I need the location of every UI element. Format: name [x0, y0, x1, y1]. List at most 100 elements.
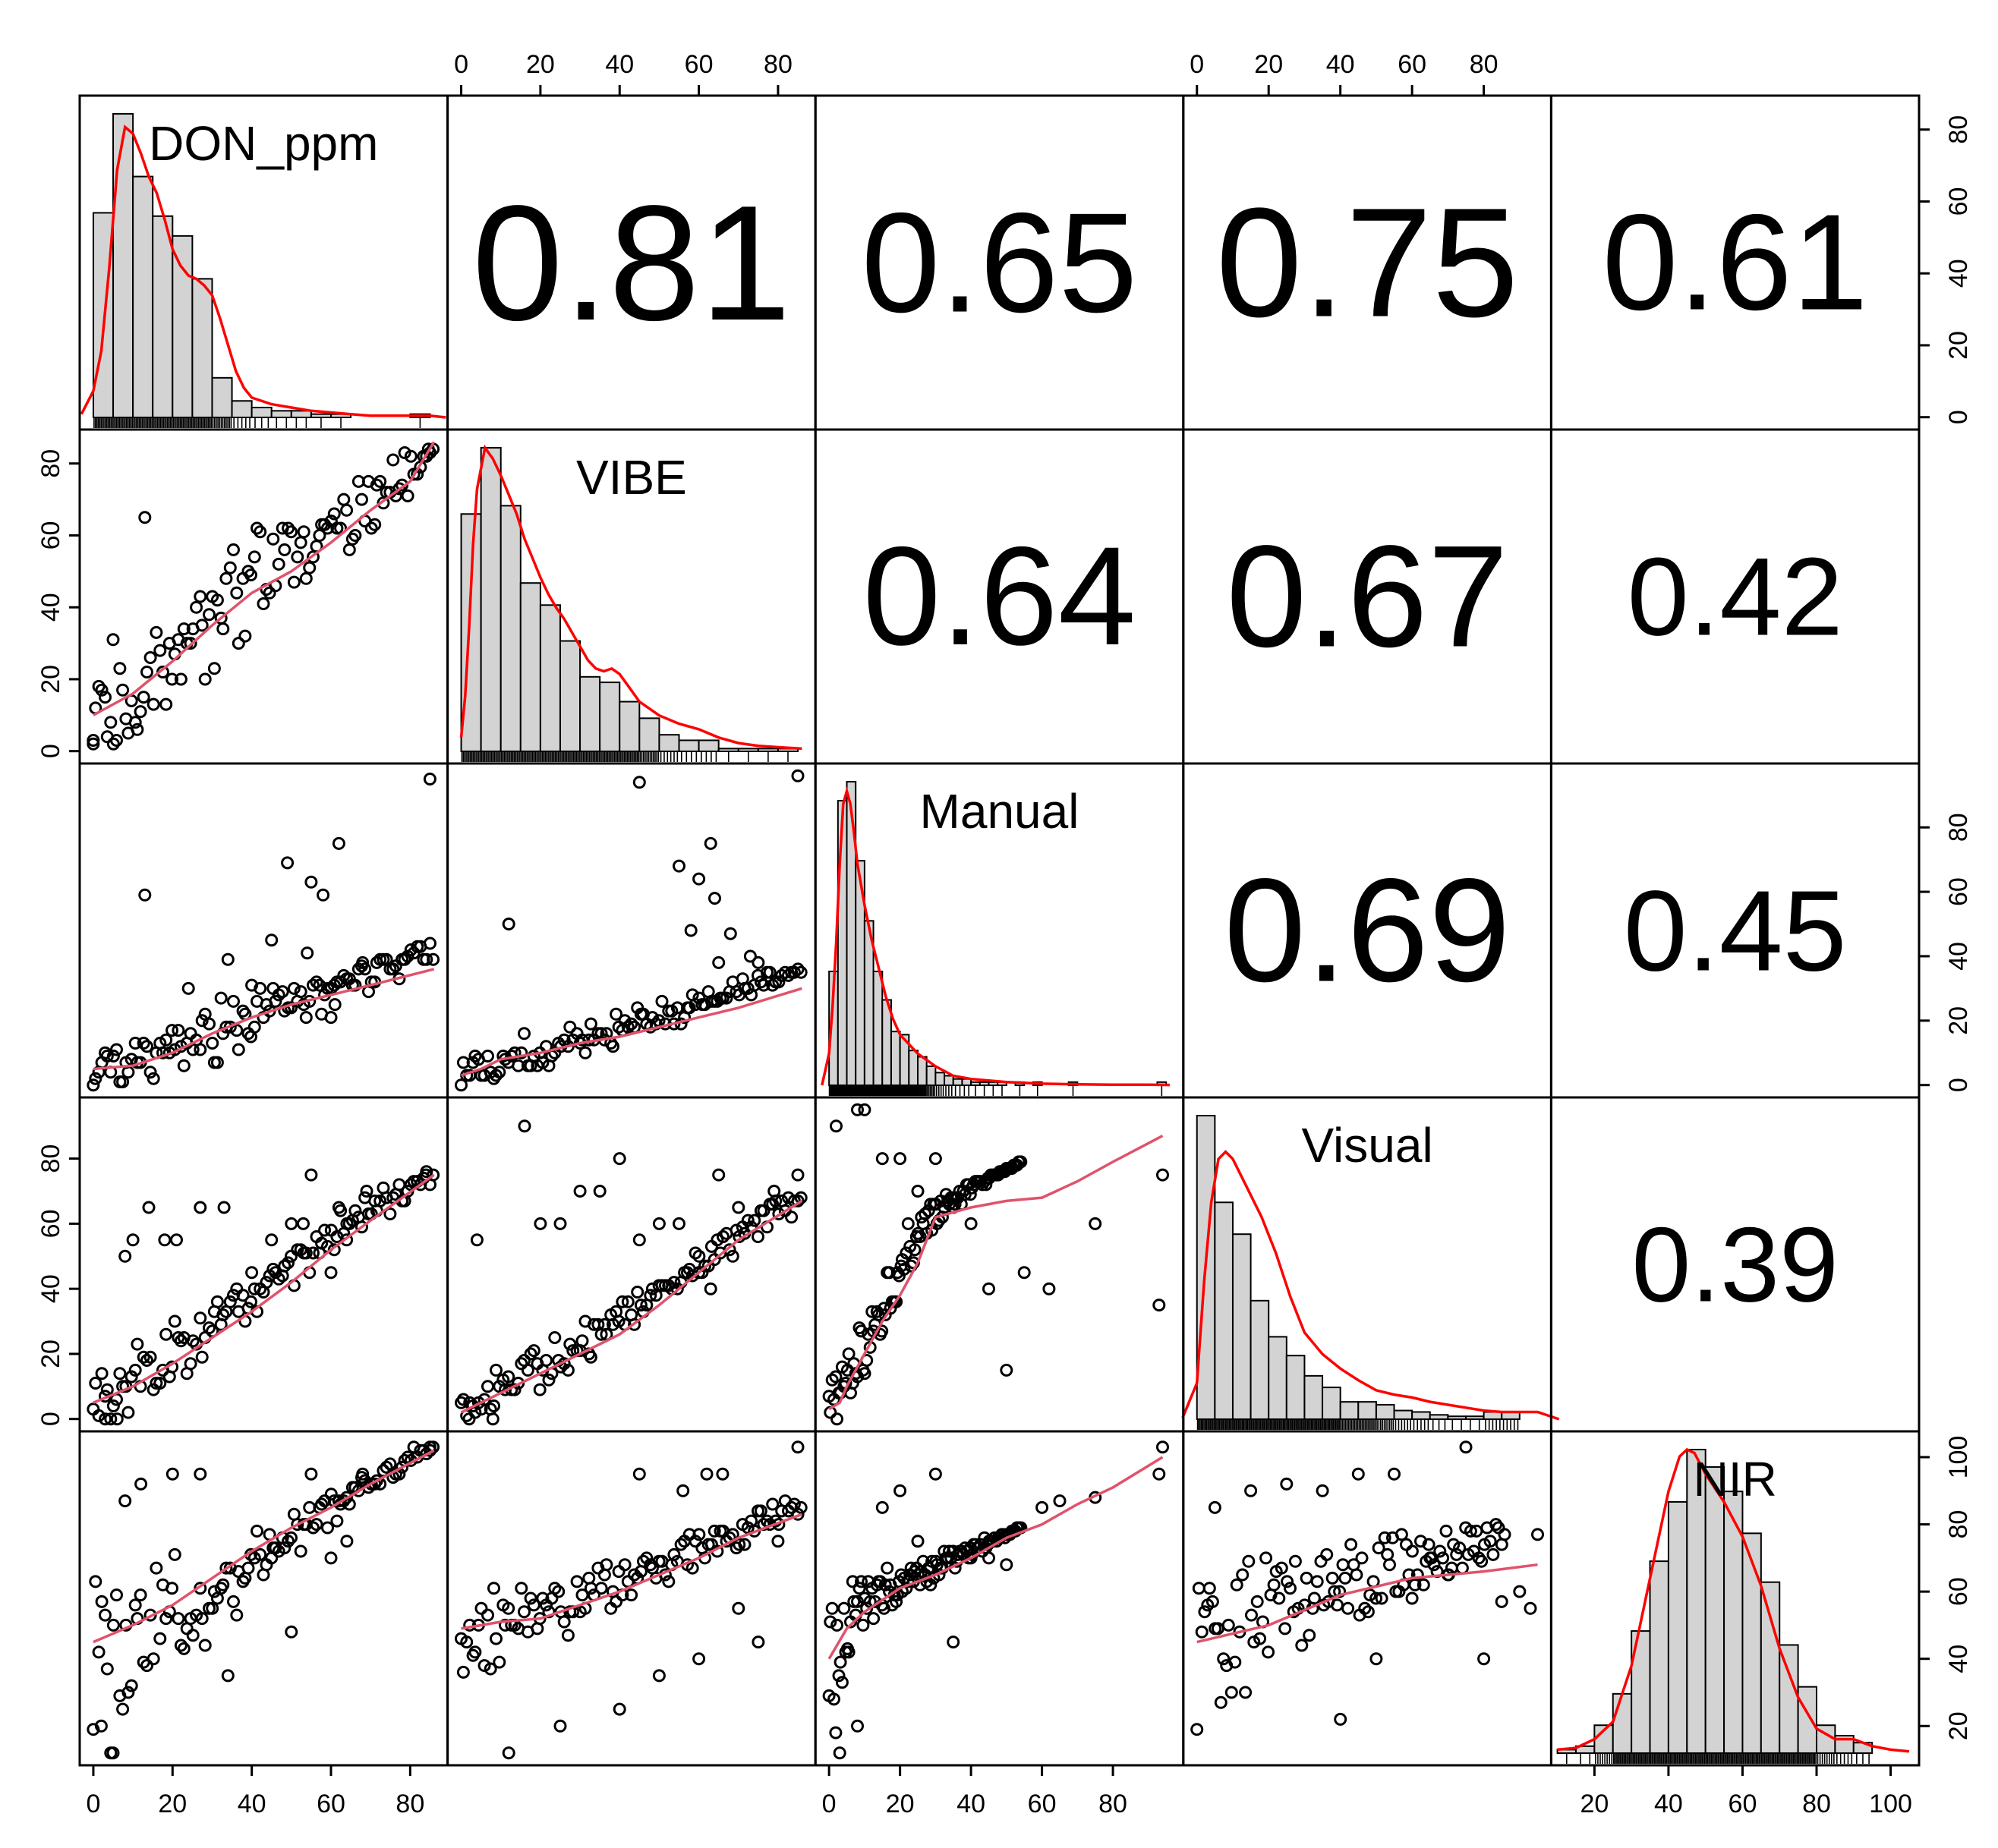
scatter-point — [282, 1256, 295, 1270]
scatter-point — [1303, 1629, 1316, 1642]
scatter-point — [285, 1625, 298, 1639]
scatter-point — [223, 561, 237, 575]
scatter-point — [913, 1230, 927, 1243]
scatter-point — [110, 1412, 124, 1426]
scatter-point — [110, 734, 123, 747]
histogram-bar — [1667, 1500, 1688, 1755]
axis-tick-label: 40 — [1944, 942, 1973, 971]
scatter-point — [216, 1308, 230, 1321]
scatter-point — [563, 1337, 577, 1351]
scatter-point — [324, 1266, 338, 1280]
axis-tick-label: 40 — [36, 593, 65, 622]
scatter-point — [131, 723, 144, 736]
histogram-bar — [1723, 1491, 1744, 1754]
correlation-label: 0.81 — [472, 171, 791, 354]
scatter-point — [484, 1662, 497, 1676]
scatter-point — [493, 1655, 506, 1669]
scatter-point — [634, 1299, 648, 1312]
scatter-point — [332, 1201, 345, 1214]
scatter-point — [928, 1467, 942, 1481]
scatter-point — [830, 1119, 843, 1133]
scatter-point — [692, 1249, 706, 1263]
scatter-point — [964, 1551, 978, 1565]
scatter-point — [217, 1201, 231, 1214]
scatter-point — [1378, 1531, 1391, 1544]
scatter-point — [1439, 1524, 1453, 1538]
scatter-point — [219, 1561, 233, 1575]
axis-tick-label: 0 — [822, 1790, 837, 1818]
axis-tick-label: 40 — [36, 1274, 65, 1303]
scatter-point — [685, 1561, 699, 1575]
scatter-point — [1284, 1582, 1297, 1595]
scatter-point — [867, 1612, 881, 1626]
scatter-point — [455, 1078, 468, 1092]
scatter-point — [878, 1302, 890, 1315]
histogram-bar — [539, 604, 561, 752]
axis-tick-label: 80 — [1098, 1790, 1127, 1818]
panel-don_ppm-visual: 0.75 — [1182, 94, 1552, 431]
scatter-point — [474, 1601, 488, 1615]
smoother-line — [828, 1135, 1164, 1411]
scatter-point — [1338, 1571, 1352, 1585]
scatter-point — [835, 1676, 849, 1689]
scatter-point — [159, 1033, 173, 1047]
scatter-point — [911, 1185, 925, 1198]
scatter-point — [791, 769, 805, 782]
scatter-point — [1259, 1551, 1273, 1565]
y-axis-right-manual: 0 20 40 60 80 — [1918, 813, 1973, 1092]
scatter-point — [194, 1467, 207, 1481]
scatter-point — [842, 1347, 856, 1361]
scatter-point — [221, 1669, 235, 1683]
scatter-point — [153, 644, 167, 657]
scatter-point — [265, 1551, 279, 1565]
scatter-point — [632, 1233, 646, 1247]
histogram-bar — [619, 700, 641, 753]
scatter-point — [1464, 1524, 1477, 1538]
panel-visual-vibe — [446, 1096, 817, 1433]
scatter-point — [128, 716, 142, 729]
panel-vibe-nir: 0.42 — [1549, 428, 1921, 765]
scatter-point — [1245, 1608, 1258, 1622]
density-curve — [459, 444, 802, 751]
scatter-point — [1344, 1538, 1358, 1551]
scatter-point — [1422, 1538, 1435, 1551]
scatter-point — [301, 946, 314, 960]
histogram-bar — [1429, 1414, 1449, 1421]
scatter-point — [600, 1558, 613, 1572]
scatter-point — [153, 1632, 167, 1645]
histogram-bar — [172, 235, 194, 418]
histogram-bar — [1250, 1299, 1270, 1421]
axis-tick-label: 80 — [396, 1790, 424, 1818]
scatter-point — [216, 622, 230, 636]
scatter-point — [521, 1363, 534, 1377]
scatter-point — [184, 637, 197, 650]
scatter-point — [285, 525, 298, 539]
histogram-bar — [979, 1081, 990, 1087]
scatter-point — [791, 1507, 805, 1521]
scatter-point — [893, 1152, 907, 1166]
scatter-point — [825, 1373, 839, 1387]
scatter-point — [368, 518, 382, 531]
scatter-point — [676, 1484, 690, 1497]
scatter-point — [321, 1521, 334, 1535]
scatter-point — [515, 1582, 528, 1595]
scatter-point — [356, 1467, 370, 1481]
scatter-point — [159, 1327, 173, 1341]
scatter-point — [227, 543, 240, 556]
scatter-point — [618, 1014, 632, 1028]
scatter-point — [230, 586, 244, 600]
scatter-point — [1316, 1484, 1329, 1497]
scatter-point — [194, 1311, 207, 1325]
scatter-point — [373, 1194, 387, 1207]
axis-tick-label: 20 — [158, 1790, 187, 1818]
scatter-point — [251, 521, 263, 535]
scatter-point — [420, 449, 433, 463]
axis-tick-label: 40 — [238, 1790, 266, 1818]
scatter-points — [455, 769, 808, 1092]
scatter-point — [613, 1152, 626, 1166]
scatter-point — [404, 449, 418, 463]
scatter-point — [851, 1103, 864, 1116]
histogram-bar — [1375, 1403, 1395, 1421]
scatter-point — [190, 600, 203, 614]
scatter-point — [621, 1295, 635, 1308]
